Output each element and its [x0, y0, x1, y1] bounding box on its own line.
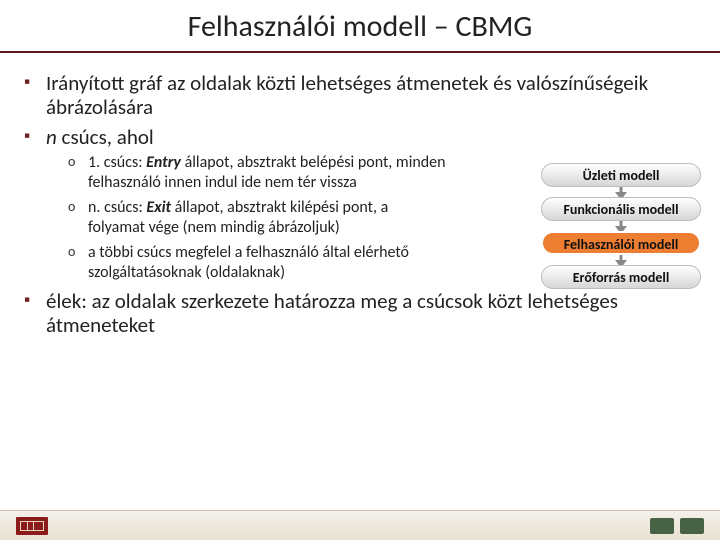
footer-right	[650, 518, 704, 534]
title-bar: Felhasználói modell – CBMG	[0, 0, 720, 53]
bullet-1: Irányított gráf az oldalak közti lehetsé…	[24, 71, 696, 119]
bullet-2-n: n	[46, 124, 57, 150]
logo-building-icon	[20, 521, 44, 531]
sub-1a: 1. csúcs:	[88, 153, 146, 172]
sub-2b: Exit	[146, 198, 171, 217]
model-box-eroforras: Erőforrás modell	[541, 265, 701, 289]
sub-1b: Entry	[146, 153, 181, 172]
footer-badge-icon	[680, 518, 704, 534]
footer-bar	[0, 510, 720, 540]
sub-1: 1. csúcs: Entry állapot, absztrakt belép…	[46, 153, 446, 192]
model-box-uzleti: Üzleti modell	[541, 163, 701, 187]
university-logo-icon	[16, 517, 48, 535]
footer-badge-icon	[650, 518, 674, 534]
bullet-3: élek: az oldalak szerkezete határozza me…	[24, 289, 696, 337]
model-diagram: Üzleti modell Funkcionális modell Felhas…	[536, 163, 706, 289]
sub-2: n. csúcs: Exit állapot, absztrakt kilépé…	[46, 198, 446, 237]
footer-left	[16, 517, 48, 535]
sub-2a: n. csúcs:	[88, 198, 146, 217]
model-box-felhasznaloi: Felhasználói modell	[541, 231, 701, 255]
bullet-2-text: csúcs, ahol	[57, 124, 154, 150]
model-box-funkcionalis: Funkcionális modell	[541, 197, 701, 221]
slide-title: Felhasználói modell – CBMG	[0, 8, 720, 45]
sub-3: a többi csúcs megfelel a felhasználó ált…	[46, 243, 446, 282]
slide-content: Irányított gráf az oldalak közti lehetsé…	[0, 53, 720, 337]
